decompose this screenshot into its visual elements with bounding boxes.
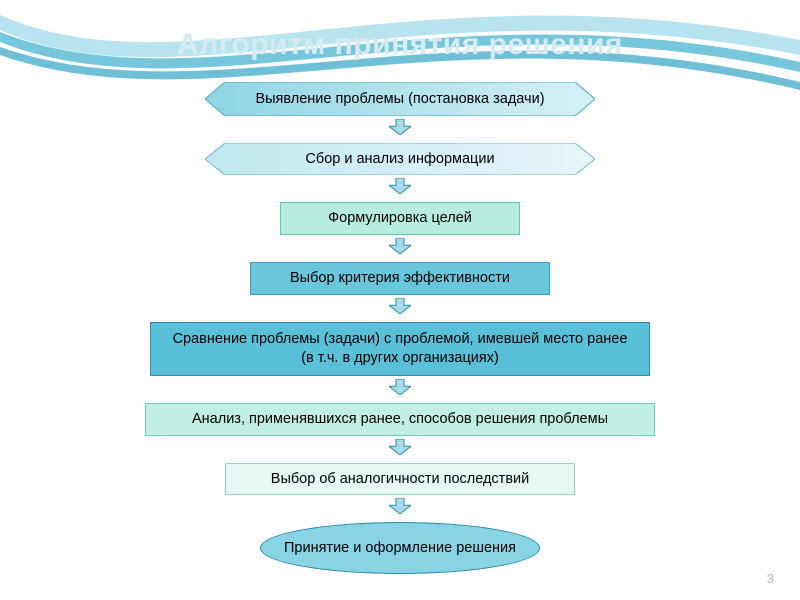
flow-arrow-icon: [389, 379, 411, 400]
flow-step: Сбор и анализ информации: [205, 143, 595, 175]
step-label: Формулировка целей: [328, 209, 472, 228]
flow-arrow-icon: [389, 298, 411, 319]
step-label: Анализ, применявшихся ранее, способов ре…: [192, 410, 608, 429]
flow-arrow-icon: [389, 439, 411, 460]
page-number: 3: [767, 571, 774, 586]
flow-step: Анализ, применявшихся ранее, способов ре…: [145, 403, 655, 436]
flow-step: Формулировка целей: [280, 202, 520, 235]
flow-step: Принятие и оформление решения: [260, 522, 540, 574]
flowchart: Выявление проблемы (постановка задачи) С…: [0, 82, 800, 574]
step-label: Принятие и оформление решения: [284, 539, 516, 558]
step-label: Выбор об аналогичности последствий: [271, 470, 529, 489]
flow-step: Выбор об аналогичности последствий: [225, 463, 575, 496]
flow-arrow-icon: [389, 238, 411, 259]
slide-title: Алгоритм принятия решения: [0, 28, 800, 62]
flow-step: Выявление проблемы (постановка задачи): [205, 82, 595, 116]
step-label: Выявление проблемы (постановка задачи): [255, 91, 544, 107]
flow-arrow-icon: [389, 178, 411, 199]
flow-arrow-icon: [389, 119, 411, 140]
step-label: Сравнение проблемы (задачи) с проблемой,…: [165, 330, 635, 368]
flow-step: Сравнение проблемы (задачи) с проблемой,…: [150, 322, 650, 376]
step-label: Сбор и анализ информации: [305, 151, 494, 167]
flow-step: Выбор критерия эффективности: [250, 262, 550, 295]
step-label: Выбор критерия эффективности: [290, 269, 510, 288]
flow-arrow-icon: [389, 498, 411, 519]
